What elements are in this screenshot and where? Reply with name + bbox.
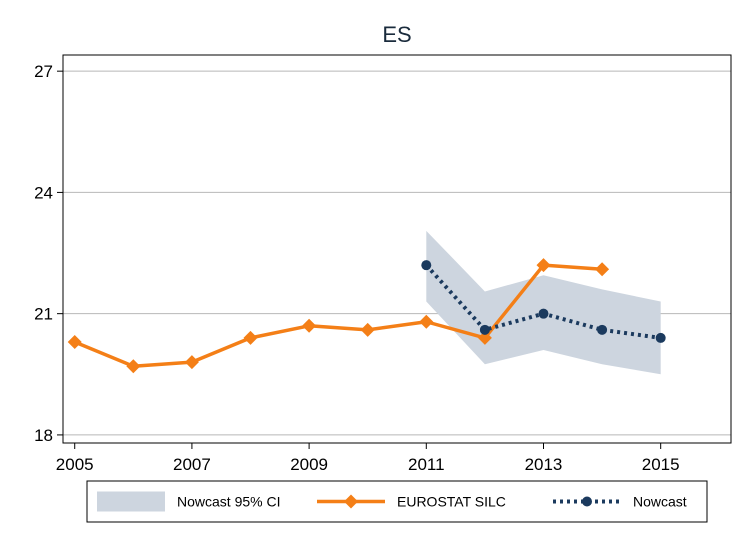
- grid-lines: [63, 70, 731, 436]
- point-eurostat-silc-2008: [243, 330, 258, 345]
- y-tick-label-18: 18: [34, 426, 53, 445]
- point-eurostat-silc-2011: [419, 314, 434, 329]
- x-tick-label-2009: 2009: [290, 455, 328, 474]
- point-eurostat-silc-2009: [302, 318, 317, 333]
- chart-title: ES: [382, 22, 411, 47]
- point-eurostat-silc-2014: [595, 262, 610, 277]
- point-eurostat-silc-2012: [477, 330, 492, 345]
- legend-box: [86, 480, 708, 523]
- plot-frame: [62, 54, 732, 444]
- legend-marker-eurostat-silc: [344, 494, 358, 509]
- x-tick-label-2015: 2015: [642, 455, 680, 474]
- series-layer: [67, 258, 666, 374]
- legend-marker-nowcast: [582, 496, 592, 507]
- legend-label-nowcast-95-ci: Nowcast 95% CI: [177, 494, 280, 510]
- x-tick-label-2005: 2005: [56, 455, 94, 474]
- point-eurostat-silc-2007: [184, 355, 199, 370]
- x-tick-label-2007: 2007: [173, 455, 211, 474]
- point-eurostat-silc-2006: [126, 359, 141, 374]
- x-tick-label-2011: 2011: [408, 455, 445, 474]
- legend: Nowcast 95% CI EUROSTAT SILC Nowcast: [86, 480, 708, 523]
- legend-swatch-nowcast-95-ci: [97, 491, 165, 512]
- legend-label-nowcast: Nowcast: [633, 494, 687, 510]
- point-nowcast-2015: [655, 332, 666, 343]
- point-nowcast-2012: [479, 324, 490, 335]
- y-tick-label-21: 21: [34, 305, 53, 324]
- axes: 18 21 24 27 2005 2007 2009 2011 2013 2015: [34, 54, 732, 474]
- point-nowcast-2011: [421, 260, 432, 271]
- x-tick-label-2013: 2013: [525, 455, 563, 474]
- point-eurostat-silc-2010: [360, 322, 375, 337]
- point-nowcast-2013: [538, 308, 549, 319]
- legend-label-eurostat-silc: EUROSTAT SILC: [397, 494, 506, 510]
- point-eurostat-silc-2005: [67, 334, 82, 349]
- y-tick-label-24: 24: [34, 183, 53, 202]
- point-eurostat-silc-2013: [536, 258, 551, 273]
- y-tick-label-27: 27: [34, 62, 53, 81]
- point-nowcast-2014: [597, 324, 608, 335]
- series-line-eurostat-silc: [74, 263, 603, 368]
